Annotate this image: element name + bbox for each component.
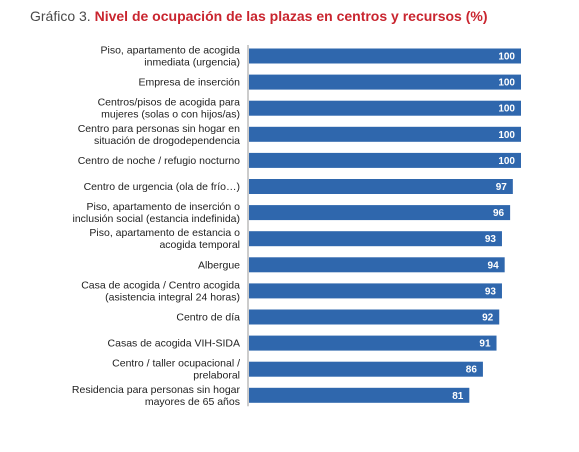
- category-label: Centro / taller ocupacional /: [112, 358, 240, 370]
- category-label: Centro para personas sin hogar en: [78, 123, 240, 135]
- category-label: Centro de día: [176, 312, 240, 324]
- bar: [249, 257, 505, 273]
- bar: [249, 74, 521, 90]
- bar-value-label: 97: [496, 182, 508, 193]
- category-label: Piso, apartamento de estancia o: [89, 227, 240, 239]
- bar-value-label: 86: [466, 365, 478, 376]
- bar-value-label: 100: [498, 52, 515, 63]
- bar-value-label: 81: [452, 391, 464, 402]
- bar: [249, 361, 483, 377]
- category-label: Casa de acogida / Centro acogida: [81, 279, 240, 291]
- bar-value-label: 93: [485, 234, 497, 245]
- category-label: Empresa de inserción: [138, 77, 240, 89]
- category-label: Piso, apartamento de inserción o: [86, 201, 240, 213]
- bar: [249, 152, 521, 168]
- figure-number: Gráfico 3.: [30, 8, 91, 24]
- bar: [249, 387, 470, 403]
- bar-value-label: 96: [493, 208, 505, 219]
- category-label: Centro de noche / refugio nocturno: [78, 155, 240, 167]
- category-label: mayores de 65 años: [145, 396, 240, 408]
- category-label: Residencia para personas sin hogar: [72, 384, 241, 396]
- bar: [249, 48, 521, 64]
- bar: [249, 126, 521, 142]
- category-label: situación de drogodependencia: [94, 135, 240, 147]
- category-label: acogida temporal: [159, 239, 240, 251]
- bar: [249, 283, 502, 299]
- bar-value-label: 100: [498, 156, 515, 167]
- category-label: Centro de urgencia (ola de frío…): [84, 181, 240, 193]
- bar-value-label: 93: [485, 286, 497, 297]
- bar-value-label: 94: [488, 260, 500, 271]
- category-label: (asistencia integral 24 horas): [105, 291, 240, 303]
- bar: [249, 309, 500, 325]
- category-label: Centros/pisos de acogida para: [98, 97, 241, 109]
- category-label: Casas de acogida VIH-SIDA: [108, 338, 240, 350]
- category-label: Piso, apartamento de acogida: [100, 45, 240, 57]
- bar: [249, 179, 513, 194]
- bar-value-label: 100: [498, 78, 515, 89]
- bar: [249, 231, 502, 247]
- category-label: prelaboral: [193, 370, 240, 382]
- chart-title: Gráfico 3. Nivel de ocupación de las pla…: [30, 8, 488, 24]
- category-label: Albergue: [198, 259, 240, 271]
- category-label: mujeres (solas o con hijos/as): [101, 109, 240, 121]
- bar-value-label: 100: [498, 104, 515, 115]
- bar-value-label: 91: [479, 339, 491, 350]
- bar: [249, 100, 521, 116]
- bar: [249, 205, 511, 221]
- bar: [249, 335, 497, 351]
- category-label: inclusión social (estancia indefinida): [72, 213, 240, 225]
- bar-value-label: 100: [498, 130, 515, 141]
- category-label: inmediata (urgencia): [144, 57, 240, 69]
- chart-heading: Nivel de ocupación de las plazas en cent…: [94, 8, 488, 24]
- bar-value-label: 92: [482, 313, 494, 324]
